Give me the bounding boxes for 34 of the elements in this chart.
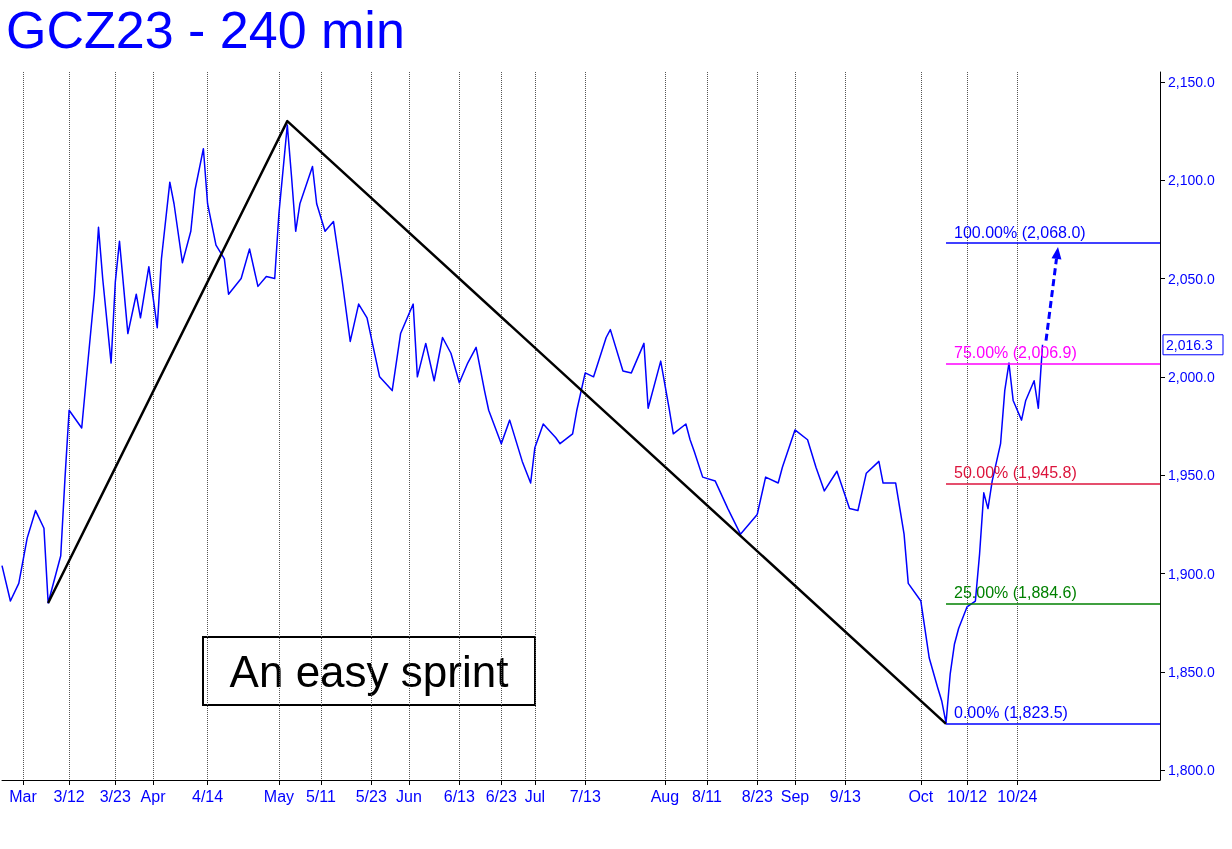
annotation: An easy sprint — [229, 646, 509, 696]
x-tick-label: Jun — [396, 787, 422, 805]
y-tick-label: 1,800.0 — [1168, 762, 1215, 779]
y-tick-label: 1,950.0 — [1168, 467, 1215, 484]
x-tick-label: 5/23 — [355, 787, 387, 805]
ref-line-label: 0.00% (1,823.5) — [954, 704, 1068, 722]
x-tick-label: Aug — [650, 787, 680, 805]
y-tick-label: 2,000.0 — [1168, 368, 1215, 385]
x-tick-label: Jul — [524, 787, 546, 805]
x-tick-label: Sep — [780, 787, 810, 805]
x-tick-label: 3/12 — [53, 787, 85, 805]
y-tick-label: 2,050.0 — [1168, 270, 1215, 287]
x-tick-label: 6/23 — [485, 787, 517, 805]
x-tick-label: 10/24 — [997, 787, 1038, 805]
x-tick-label: 8/11 — [691, 787, 722, 805]
x-tick-label: 3/23 — [99, 787, 131, 805]
x-tick-label: 7/13 — [569, 787, 601, 805]
x-tick-label: Apr — [140, 787, 167, 805]
x-tick-label: Oct — [908, 787, 934, 805]
x-tick-label: 5/11 — [305, 787, 336, 805]
x-tick-label: 8/23 — [741, 787, 773, 805]
chart-title: GCZ23 - 240 min — [6, 1, 405, 59]
x-tick-label: Mar — [9, 787, 38, 805]
y-tick-label: 2,100.0 — [1168, 172, 1215, 189]
y-tick-label: 2,150.0 — [1168, 73, 1215, 90]
x-tick-label: 10/12 — [946, 787, 988, 805]
x-tick-label: 4/14 — [192, 787, 224, 805]
x-tick-label: 9/13 — [829, 787, 861, 805]
y-tick-label: 1,900.0 — [1168, 565, 1215, 582]
y-tick-label: 1,850.0 — [1168, 663, 1215, 680]
ref-line-label: 100.00% (2,068.0) — [954, 223, 1086, 241]
text: 2,016.3 — [1166, 336, 1213, 353]
x-tick-label: May — [263, 787, 295, 805]
x-tick-label: 6/13 — [443, 787, 475, 805]
